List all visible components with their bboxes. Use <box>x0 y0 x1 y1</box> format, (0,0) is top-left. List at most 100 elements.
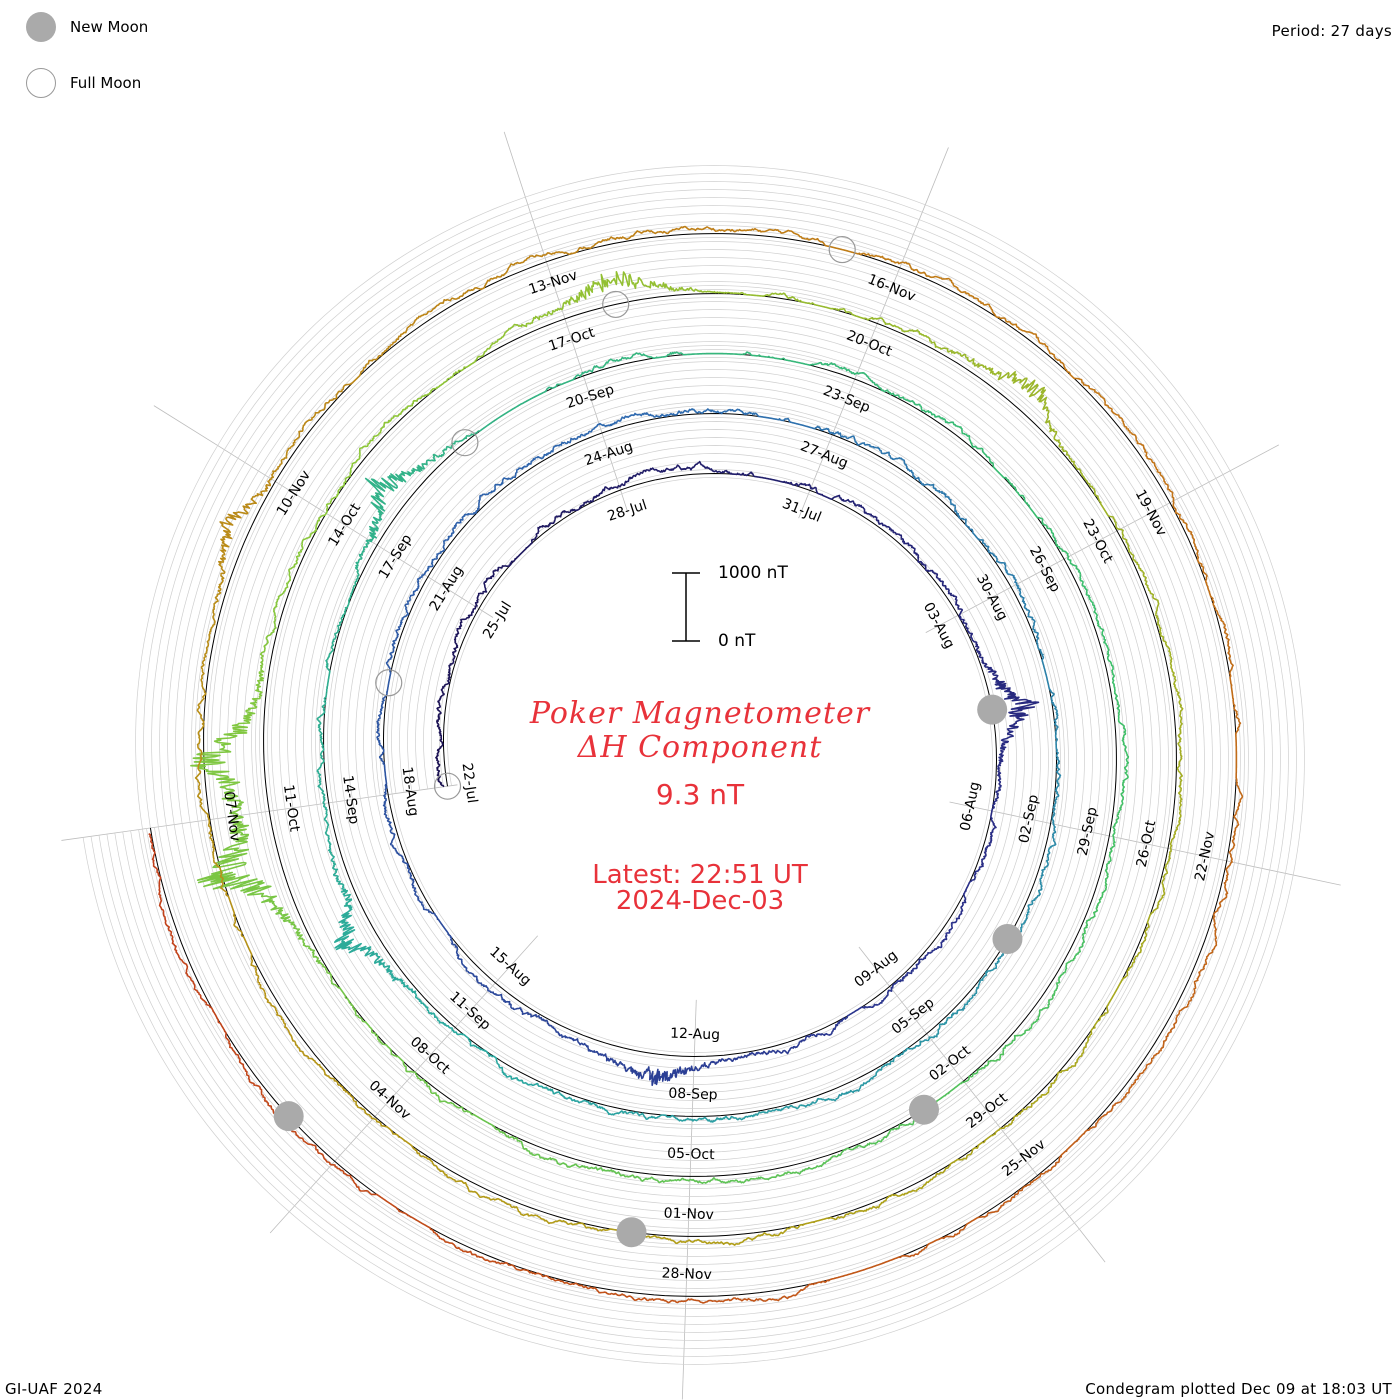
trace-segment <box>316 692 328 729</box>
trace-segment <box>213 700 258 745</box>
trace-segment <box>995 557 1018 585</box>
trace-segment <box>525 383 560 403</box>
grid-ring <box>154 237 1233 1293</box>
trace-segment <box>755 1171 797 1181</box>
trace-segment <box>1150 1016 1178 1062</box>
trace-segment <box>435 710 443 738</box>
trace-segment <box>990 307 1034 335</box>
trace-segment <box>765 1282 817 1302</box>
trace-segment <box>378 405 412 435</box>
date-label: 19-Nov <box>1132 487 1170 539</box>
date-label: 26-Sep <box>1026 544 1063 595</box>
trace-segment <box>352 549 365 587</box>
trace-segment <box>470 592 484 617</box>
trace-segment <box>1044 1135 1082 1174</box>
trace-segment <box>426 544 446 572</box>
latest-time: Latest: 22:51 UT <box>592 860 808 890</box>
new-moon-marker <box>977 694 1008 725</box>
trace-segment <box>305 503 330 540</box>
grid-spokes <box>61 131 1341 1400</box>
grid-spoke <box>925 444 1280 633</box>
trace-segment <box>741 351 780 360</box>
grid-ring <box>106 189 1281 1341</box>
trace-segment <box>1108 963 1134 1003</box>
trace-segment <box>737 1231 785 1245</box>
trace-segment <box>1131 921 1150 965</box>
grid-ring <box>122 205 1265 1325</box>
trace-segment <box>828 1013 851 1036</box>
trace-segment <box>212 574 225 624</box>
grid-ring <box>114 197 1273 1333</box>
trace-segment <box>390 459 432 483</box>
trace-segment <box>964 624 980 652</box>
trace-segment <box>1002 1023 1034 1052</box>
trace-segment <box>1104 842 1116 883</box>
date-label: 14-Sep <box>339 774 362 825</box>
trace-segment <box>897 326 938 348</box>
trace-segment <box>876 446 906 465</box>
trace-segment <box>1006 698 1040 731</box>
full-moon-marker <box>375 669 403 697</box>
trace-segment <box>782 1217 828 1234</box>
trace-segment <box>731 1111 768 1121</box>
date-label: 05-Oct <box>667 1146 716 1164</box>
trace-segment <box>362 515 383 551</box>
trace-segment <box>1055 744 1062 779</box>
trace-segment <box>327 836 339 874</box>
trace-segment <box>1233 772 1244 824</box>
trace-segment <box>552 1219 600 1232</box>
trace-segment <box>1074 918 1091 957</box>
trace-segment <box>683 1060 716 1075</box>
trace-segment <box>218 521 233 575</box>
moon-markers <box>273 235 1023 1248</box>
trace-segment <box>489 991 516 1011</box>
trace-segment <box>960 1202 1005 1231</box>
trace-segment <box>629 352 668 360</box>
trace-segment <box>973 533 998 558</box>
trace-segment <box>383 808 396 840</box>
trace-segment <box>850 1003 879 1015</box>
trace-segment <box>989 1108 1026 1138</box>
trace-segment <box>287 1127 329 1163</box>
trace-segment <box>378 747 387 779</box>
trace-segment <box>1051 810 1057 847</box>
date-label: 23-Oct <box>1079 517 1116 567</box>
trace-segment <box>594 1050 625 1067</box>
trace-segment <box>442 518 464 545</box>
trace-segment <box>212 859 232 905</box>
trace-segment <box>436 761 445 788</box>
trace-segment <box>227 1039 257 1087</box>
trace-segment <box>1096 495 1124 533</box>
trace-segment <box>494 400 527 422</box>
trace-segment <box>813 303 856 317</box>
trace-segment <box>1052 777 1060 812</box>
trace-segment <box>1212 872 1229 923</box>
trace-segment <box>288 1032 323 1069</box>
legend-full-moon: Full Moon <box>26 68 141 98</box>
trace-segment <box>1205 574 1225 623</box>
trace-segment <box>1032 333 1068 372</box>
date-label: 29-Sep <box>1075 806 1101 858</box>
trace-segment <box>409 570 428 598</box>
grid-ring <box>82 165 1305 1365</box>
trace-segment <box>593 1166 635 1178</box>
date-label: 31-Jul <box>780 496 824 526</box>
trace-segment <box>782 417 814 430</box>
date-label: 28-Nov <box>661 1265 712 1283</box>
trace-segment <box>1066 370 1106 404</box>
trace-segment <box>196 669 207 718</box>
trace-segment <box>438 1020 470 1041</box>
trace-segment <box>272 578 292 619</box>
trace-segment <box>833 1142 873 1158</box>
trace-segment <box>563 428 594 445</box>
trace-segment <box>322 800 330 837</box>
trace-segment <box>976 649 997 675</box>
trace-segment <box>389 838 409 867</box>
trace-segment <box>340 586 355 622</box>
trace-segment <box>917 559 939 579</box>
trace-segment <box>714 1177 756 1184</box>
trace-segment <box>915 1162 953 1192</box>
trace-segment <box>978 841 992 869</box>
trace-segment <box>472 262 516 291</box>
